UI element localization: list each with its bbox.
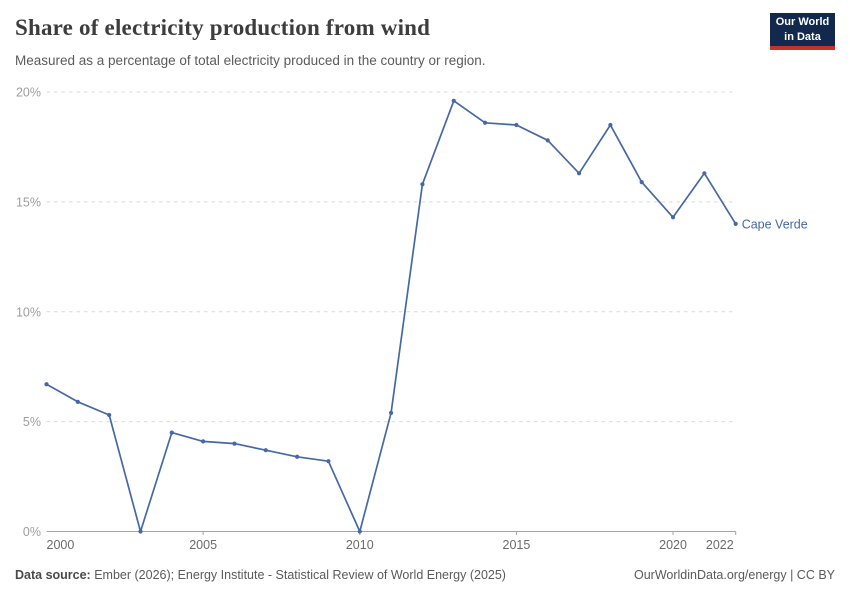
x-axis-label-2015: 2015 bbox=[503, 538, 531, 552]
y-axis-label-5: 5% bbox=[23, 415, 41, 429]
data-point-2017[interactable] bbox=[576, 171, 582, 176]
data-point-2018[interactable] bbox=[608, 122, 613, 128]
data-point-2014[interactable] bbox=[482, 120, 488, 125]
data-point-2009[interactable] bbox=[326, 459, 331, 464]
data-point-2013[interactable] bbox=[451, 98, 456, 103]
data-point-2019[interactable] bbox=[639, 179, 644, 185]
chart-subtitle: Measured as a percentage of total electr… bbox=[15, 53, 486, 68]
y-axis-label-20: 20% bbox=[16, 86, 41, 100]
data-point-2010[interactable] bbox=[357, 529, 362, 534]
data-point-2015[interactable] bbox=[514, 122, 519, 128]
y-axis-label-10: 10% bbox=[16, 305, 41, 319]
x-axis-label-2020: 2020 bbox=[659, 538, 687, 552]
logo-line2: in Data bbox=[784, 30, 821, 43]
data-source-label: Data source: bbox=[15, 568, 91, 582]
x-axis-label-2000: 2000 bbox=[47, 538, 75, 552]
data-point-2003[interactable] bbox=[138, 529, 143, 534]
x-axis-label-2022: 2022 bbox=[706, 538, 734, 552]
data-point-2016[interactable] bbox=[545, 138, 550, 143]
y-axis-label-15: 15% bbox=[16, 195, 41, 209]
data-source-text: Ember (2026); Energy Institute - Statist… bbox=[90, 568, 506, 582]
data-source: Data source: Ember (2026); Energy Instit… bbox=[15, 568, 506, 582]
y-axis-label-0: 0% bbox=[23, 525, 41, 539]
data-point-2011[interactable] bbox=[389, 410, 394, 415]
series-line-cape-verde[interactable] bbox=[45, 99, 737, 533]
data-point-2000[interactable] bbox=[44, 382, 49, 387]
data-point-2008[interactable] bbox=[295, 454, 300, 459]
logo-line1: Our World bbox=[775, 16, 830, 29]
owid-logo[interactable]: Our World in Data bbox=[770, 13, 835, 50]
data-point-2007[interactable] bbox=[263, 448, 268, 453]
x-axis-label-2005: 2005 bbox=[189, 538, 217, 552]
data-point-2004[interactable] bbox=[169, 430, 174, 435]
x-axis-label-2010: 2010 bbox=[346, 538, 374, 552]
series-label-cape-verde[interactable]: Cape Verde bbox=[742, 217, 808, 231]
page-title: Share of electricity production from win… bbox=[15, 15, 431, 40]
data-point-2020[interactable] bbox=[670, 215, 676, 220]
data-point-2022[interactable] bbox=[733, 221, 738, 226]
data-point-2012[interactable] bbox=[420, 182, 425, 187]
credit-link[interactable]: OurWorldinData.org/energy | CC BY bbox=[633, 568, 835, 582]
data-point-2021[interactable] bbox=[702, 171, 707, 176]
data-point-2002[interactable] bbox=[107, 412, 112, 418]
data-point-2001[interactable] bbox=[75, 399, 80, 404]
data-point-2005[interactable] bbox=[201, 439, 206, 444]
data-point-2006[interactable] bbox=[232, 441, 237, 446]
